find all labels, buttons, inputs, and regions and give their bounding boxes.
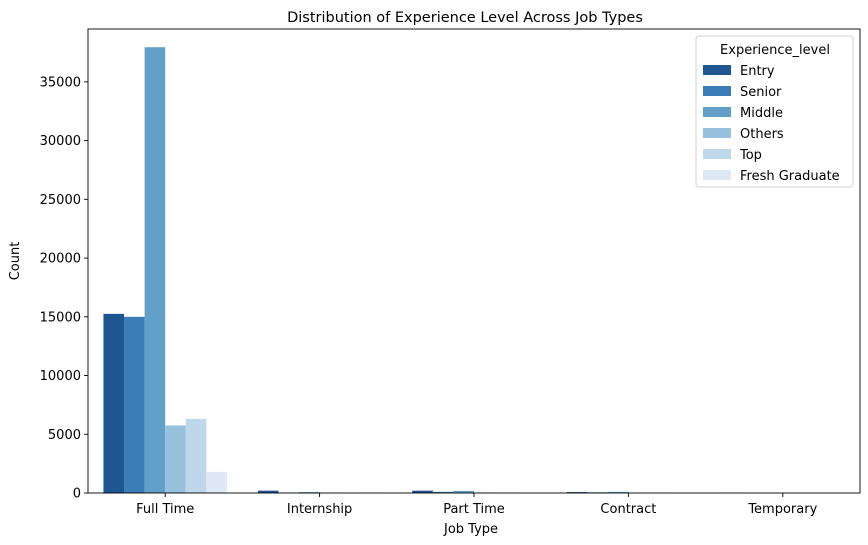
bar — [299, 492, 320, 493]
y-tick-label: 30000 — [40, 134, 81, 149]
legend: Experience_level Entry Senior Middle Others… — [695, 35, 854, 188]
legend-title: Experience_level — [720, 43, 830, 58]
y-tick-label: 5000 — [48, 428, 81, 443]
y-tick-label: 35000 — [40, 75, 81, 90]
legend-box — [695, 35, 854, 188]
legend-label: Entry — [740, 64, 775, 79]
bar — [453, 490, 474, 493]
x-tick-label: Part Time — [443, 502, 505, 517]
y-tick-label: 15000 — [40, 310, 81, 325]
bar — [206, 471, 227, 493]
legend-label: Middle — [740, 106, 783, 121]
bar — [124, 316, 145, 493]
bar — [144, 47, 166, 494]
legend-entries: Entry Senior Middle Others Top Fresh Graduate — [703, 64, 840, 184]
bar — [257, 490, 279, 493]
x-tick-label: Temporary — [747, 502, 817, 517]
bar — [185, 418, 207, 493]
y-axis: 0 5000 10000 15000 20000 25000 30000 35000 — [40, 75, 88, 502]
bar — [412, 490, 433, 493]
legend-label: Senior — [740, 85, 782, 100]
y-tick-label: 10000 — [40, 369, 81, 384]
x-tick-label: Full Time — [136, 502, 194, 517]
legend-swatch — [703, 65, 731, 75]
legend-swatch — [703, 149, 731, 159]
x-tick-label: Internship — [287, 502, 352, 517]
legend-label: Others — [740, 127, 784, 142]
bars-group — [103, 47, 804, 494]
y-tick-label: 20000 — [40, 252, 81, 267]
bar — [566, 492, 588, 493]
legend-swatch — [703, 107, 731, 117]
bar — [103, 313, 125, 493]
legend-swatch — [703, 86, 731, 96]
y-axis-label: Count — [8, 242, 23, 281]
x-axis: Full Time Internship Part Time Contract Temp… — [136, 493, 818, 517]
bar — [165, 425, 186, 493]
chart-title: Distribution of Experience Level Across … — [287, 10, 643, 26]
legend-swatch — [703, 128, 731, 138]
x-axis-label: Job Type — [443, 522, 498, 537]
y-tick-label: 25000 — [40, 193, 81, 208]
y-tick-label: 0 — [73, 487, 81, 502]
legend-swatch — [703, 170, 731, 180]
bar — [432, 491, 454, 493]
x-tick-label: Contract — [600, 502, 656, 517]
bar — [607, 491, 629, 493]
legend-label: Top — [739, 148, 762, 163]
legend-label: Fresh Graduate — [740, 169, 840, 184]
